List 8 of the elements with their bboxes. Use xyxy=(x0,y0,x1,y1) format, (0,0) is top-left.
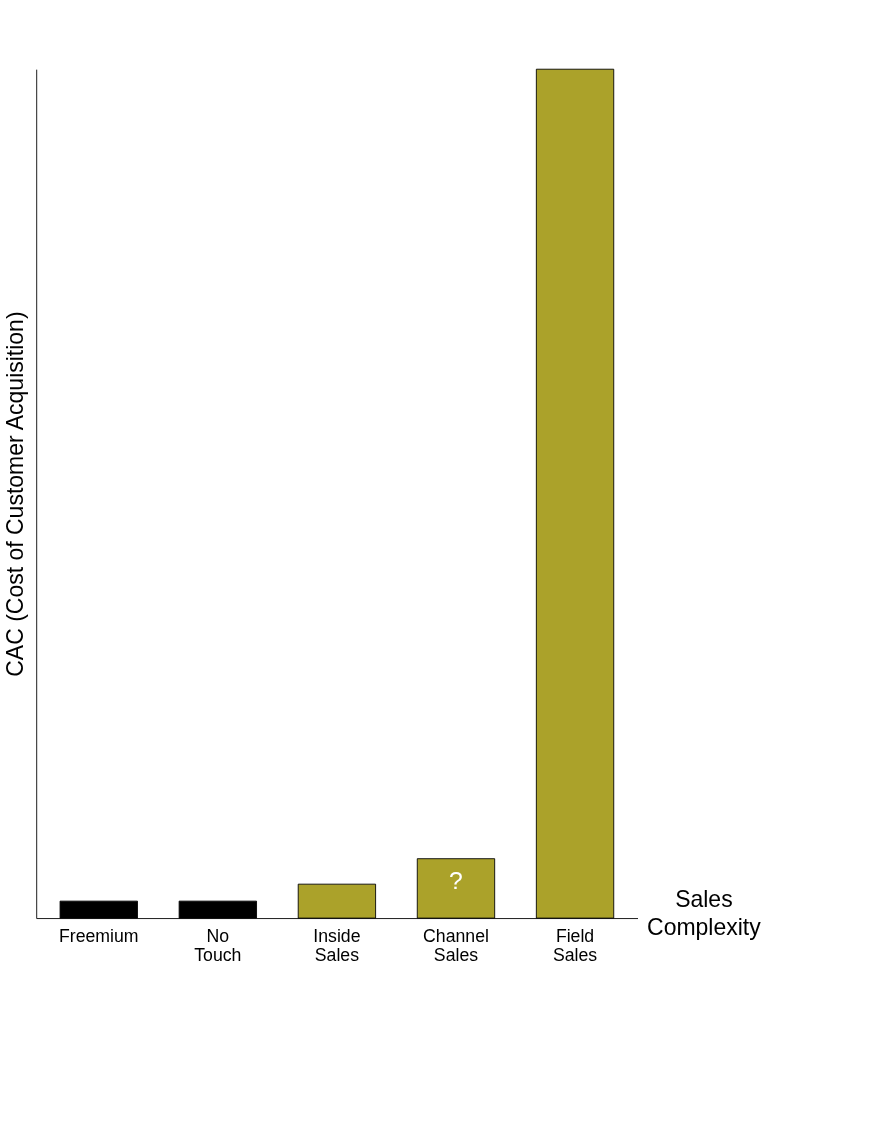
x-axis-title: Sales Complexity xyxy=(647,885,762,940)
x-tick-label: Inside Sales xyxy=(313,925,361,965)
x-tick-label: Field Sales xyxy=(552,925,598,965)
x-tick-label: Freemium xyxy=(58,925,139,946)
annotation: ? xyxy=(449,866,463,894)
x-tick-label: Channel Sales xyxy=(423,925,489,965)
x-tick-label: No Touch xyxy=(194,925,242,965)
y-axis-title: CAC (Cost of Customer Acquisition) xyxy=(2,311,29,677)
